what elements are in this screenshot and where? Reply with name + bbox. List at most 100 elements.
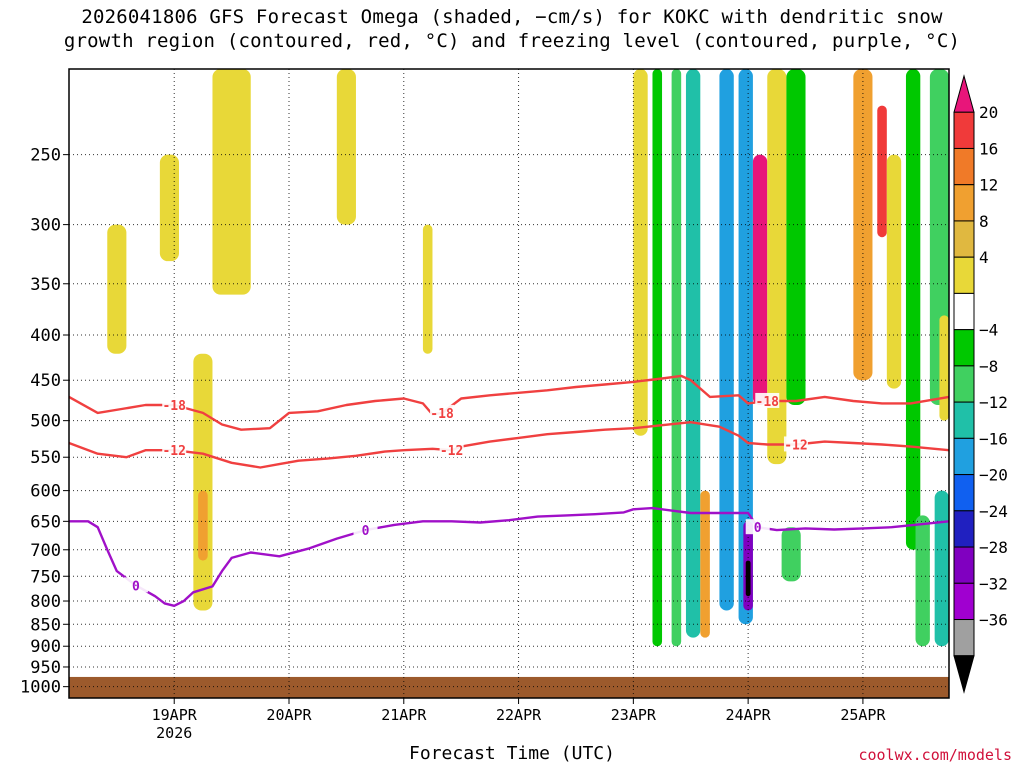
colorbar-tick-label: −24 <box>979 502 1008 521</box>
y-tick-label: 1000 <box>20 678 61 698</box>
y-tick-label: 450 <box>30 371 61 391</box>
y-tick-label: 400 <box>30 326 61 346</box>
colorbar-tick-label: −36 <box>979 611 1008 630</box>
contour-label: -18 <box>756 395 780 410</box>
omega-cell <box>767 69 787 465</box>
contour-label: -12 <box>784 438 807 453</box>
y-tick-label: 700 <box>30 541 61 561</box>
colorbar-tick-label: −4 <box>979 321 998 340</box>
x-tick-label: 20APR <box>266 706 312 724</box>
omega-cell <box>786 69 806 405</box>
contour-label: -12 <box>440 444 463 459</box>
omega-cell <box>193 353 213 611</box>
x-axis-label: Forecast Time (UTC) <box>409 743 615 764</box>
omega-cell <box>905 69 921 550</box>
colorbar-tick-label: 16 <box>979 139 998 158</box>
contour-label-bg <box>783 436 808 452</box>
omega-cell <box>633 69 648 436</box>
colorbar-segment <box>953 111 975 149</box>
x-tick-label: 22APR <box>496 706 542 724</box>
colorbar-tick-label: −32 <box>979 574 1008 593</box>
contour-label: -12 <box>162 444 185 459</box>
colorbar: 20 16 12 8 4 −4 −8 −12 −16 −20 −24 −28 −32 −36 <box>953 74 1008 694</box>
y-tick-label: 300 <box>30 216 61 236</box>
omega-cell <box>939 315 949 421</box>
colorbar-tick-label: 4 <box>979 248 989 267</box>
colorbar-segment <box>953 220 975 258</box>
chart-title-line-1: 2026041806 GFS Forecast Omega (shaded, −… <box>81 6 943 28</box>
ground-surface <box>69 676 949 698</box>
chart-title-line-2: growth region (contoured, red, °C) and f… <box>63 30 961 52</box>
colorbar-segment <box>953 401 975 439</box>
x-tick-label: 25APR <box>840 706 886 724</box>
colorbar-segment <box>953 474 975 512</box>
y-tick-label: 950 <box>30 658 61 678</box>
contour-label-bg <box>430 404 455 420</box>
colorbar-segment <box>953 74 975 113</box>
source-credit: coolwx.com/models <box>858 746 1012 764</box>
x-tick-label: 21APR <box>381 706 427 724</box>
axes-layer: 2503003504004505005506006507007508008509… <box>20 68 950 742</box>
omega-cell <box>738 69 753 625</box>
contour-label: 0 <box>362 524 370 539</box>
colorbar-tick-label: −20 <box>979 466 1008 485</box>
omega-cell <box>671 69 682 647</box>
x-tick-label: 24APR <box>726 706 772 724</box>
contour-label-bg <box>755 392 780 408</box>
contour-label-bg <box>162 442 187 458</box>
y-tick-label: 900 <box>30 637 61 657</box>
contour-layer: -18 -18 -18 -12 -12 -12 0 0 0 <box>68 374 950 607</box>
y-tick-label: 350 <box>30 275 61 295</box>
y-tick-label: 750 <box>30 567 61 587</box>
y-tick-label: 650 <box>30 512 61 532</box>
x-tick-label: 19APR <box>152 706 198 724</box>
y-tick-label: 250 <box>30 146 61 166</box>
contour-label-bg <box>162 396 187 412</box>
omega-cell <box>915 515 930 647</box>
contour-label: -18 <box>162 399 186 414</box>
colorbar-segment <box>953 546 975 584</box>
x-tick-label: 23APR <box>611 706 657 724</box>
contour-label: -18 <box>430 407 454 422</box>
colorbar-tick-label: 8 <box>979 212 989 231</box>
y-tick-label: 800 <box>30 592 61 612</box>
omega-cell <box>212 69 251 295</box>
contour-line <box>68 421 950 469</box>
omega-cell <box>853 69 873 381</box>
omega-cell <box>877 105 887 238</box>
colorbar-tick-label: 20 <box>979 103 998 122</box>
contour-label-bg <box>439 442 464 458</box>
colorbar-segment <box>953 619 975 657</box>
contour-label: 0 <box>754 521 762 536</box>
colorbar-tick-label: −16 <box>979 429 1008 448</box>
omega-cell <box>652 69 663 647</box>
colorbar-segment <box>953 147 975 186</box>
colorbar-segment <box>953 582 975 621</box>
omega-cell <box>107 224 127 354</box>
omega-cell <box>685 69 701 638</box>
omega-cell <box>781 527 801 582</box>
omega-cell <box>422 224 433 354</box>
omega-shading-layer <box>107 69 949 647</box>
omega-cell <box>336 69 356 225</box>
omega-cell <box>198 490 208 561</box>
colorbar-segment <box>953 329 975 367</box>
omega-cell <box>700 490 710 638</box>
colorbar-segment <box>953 292 975 331</box>
colorbar-tick-label: −8 <box>979 357 998 376</box>
colorbar-segment <box>953 510 975 548</box>
colorbar-segment <box>953 256 975 294</box>
contour-label: 0 <box>132 579 140 594</box>
y-tick-label: 600 <box>30 482 61 502</box>
colorbar-segment <box>953 655 975 694</box>
y-tick-label: 500 <box>30 412 61 432</box>
contour-label-bg <box>353 522 378 538</box>
colorbar-segment <box>953 184 975 222</box>
colorbar-tick-label: 12 <box>979 176 998 195</box>
colorbar-tick-label: −12 <box>979 393 1008 412</box>
omega-cell <box>719 69 734 611</box>
ground-layer <box>69 676 949 698</box>
omega-cell <box>886 154 902 389</box>
